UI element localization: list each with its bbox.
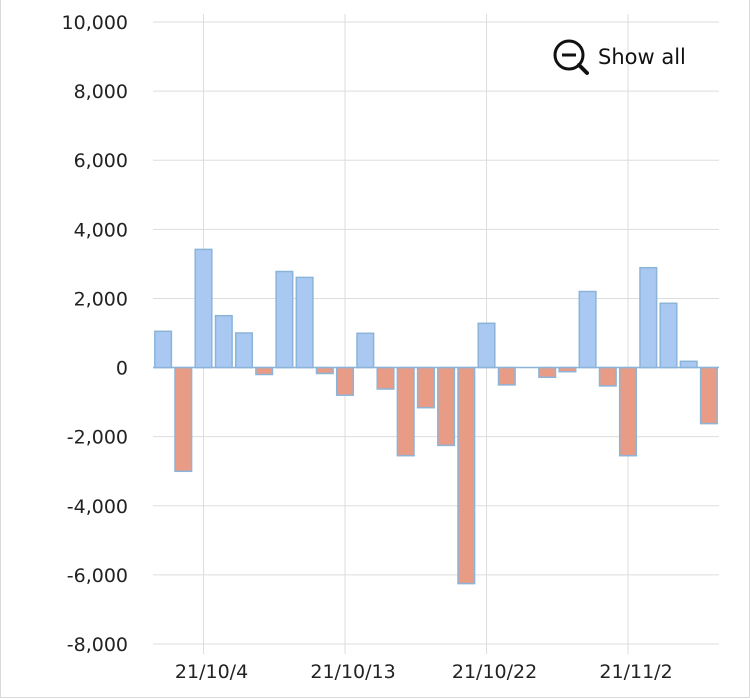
bar[interactable] bbox=[558, 366, 577, 373]
y-tick-label: 4,000 bbox=[74, 219, 128, 241]
y-tick-label: -6,000 bbox=[67, 565, 128, 587]
bar[interactable] bbox=[214, 314, 233, 369]
bar[interactable] bbox=[457, 366, 476, 585]
zoom-out-icon bbox=[553, 39, 589, 75]
bar[interactable] bbox=[396, 366, 415, 457]
bar[interactable] bbox=[295, 276, 314, 369]
bar[interactable] bbox=[356, 332, 375, 369]
bar[interactable] bbox=[497, 366, 516, 386]
bar[interactable] bbox=[618, 366, 638, 457]
y-tick-label: 0 bbox=[116, 358, 128, 380]
x-tick-label: 21/10/4 bbox=[175, 661, 248, 683]
bar[interactable] bbox=[598, 366, 617, 387]
y-tick-label: 6,000 bbox=[74, 150, 128, 172]
bar[interactable] bbox=[255, 366, 274, 376]
bar[interactable] bbox=[376, 366, 395, 390]
bar[interactable] bbox=[538, 366, 557, 379]
bar[interactable] bbox=[639, 266, 658, 369]
bar[interactable] bbox=[174, 366, 193, 473]
bar[interactable] bbox=[679, 360, 698, 369]
bar[interactable] bbox=[477, 322, 496, 369]
bar[interactable] bbox=[578, 290, 597, 369]
bar[interactable] bbox=[154, 330, 173, 369]
y-tick-label: 2,000 bbox=[74, 288, 128, 310]
y-tick-label: -8,000 bbox=[67, 634, 128, 656]
y-tick-label: 8,000 bbox=[74, 81, 128, 103]
x-tick-label: 21/10/22 bbox=[452, 661, 537, 683]
bar[interactable] bbox=[416, 366, 435, 409]
x-tick-label: 21/11/2 bbox=[599, 661, 672, 683]
y-tick-label: -2,000 bbox=[67, 427, 128, 449]
bar[interactable] bbox=[437, 366, 456, 447]
axis-labels: 10,000 8,000 6,000 4,000 2,000 0 -2,000 -4,000 -… bbox=[62, 12, 673, 683]
bar[interactable] bbox=[194, 248, 213, 369]
show-all-button[interactable]: Show all bbox=[553, 38, 686, 76]
bar[interactable] bbox=[699, 366, 718, 425]
y-tick-label: 10,000 bbox=[62, 12, 128, 34]
bar[interactable] bbox=[659, 302, 678, 369]
x-tick-label: 21/10/13 bbox=[310, 661, 395, 683]
bars bbox=[154, 248, 718, 585]
y-tick-label: -4,000 bbox=[67, 496, 128, 518]
bar[interactable] bbox=[315, 366, 334, 375]
bar[interactable] bbox=[275, 270, 294, 369]
bar[interactable] bbox=[335, 366, 355, 396]
show-all-label: Show all bbox=[598, 45, 686, 69]
bar[interactable] bbox=[234, 332, 254, 369]
